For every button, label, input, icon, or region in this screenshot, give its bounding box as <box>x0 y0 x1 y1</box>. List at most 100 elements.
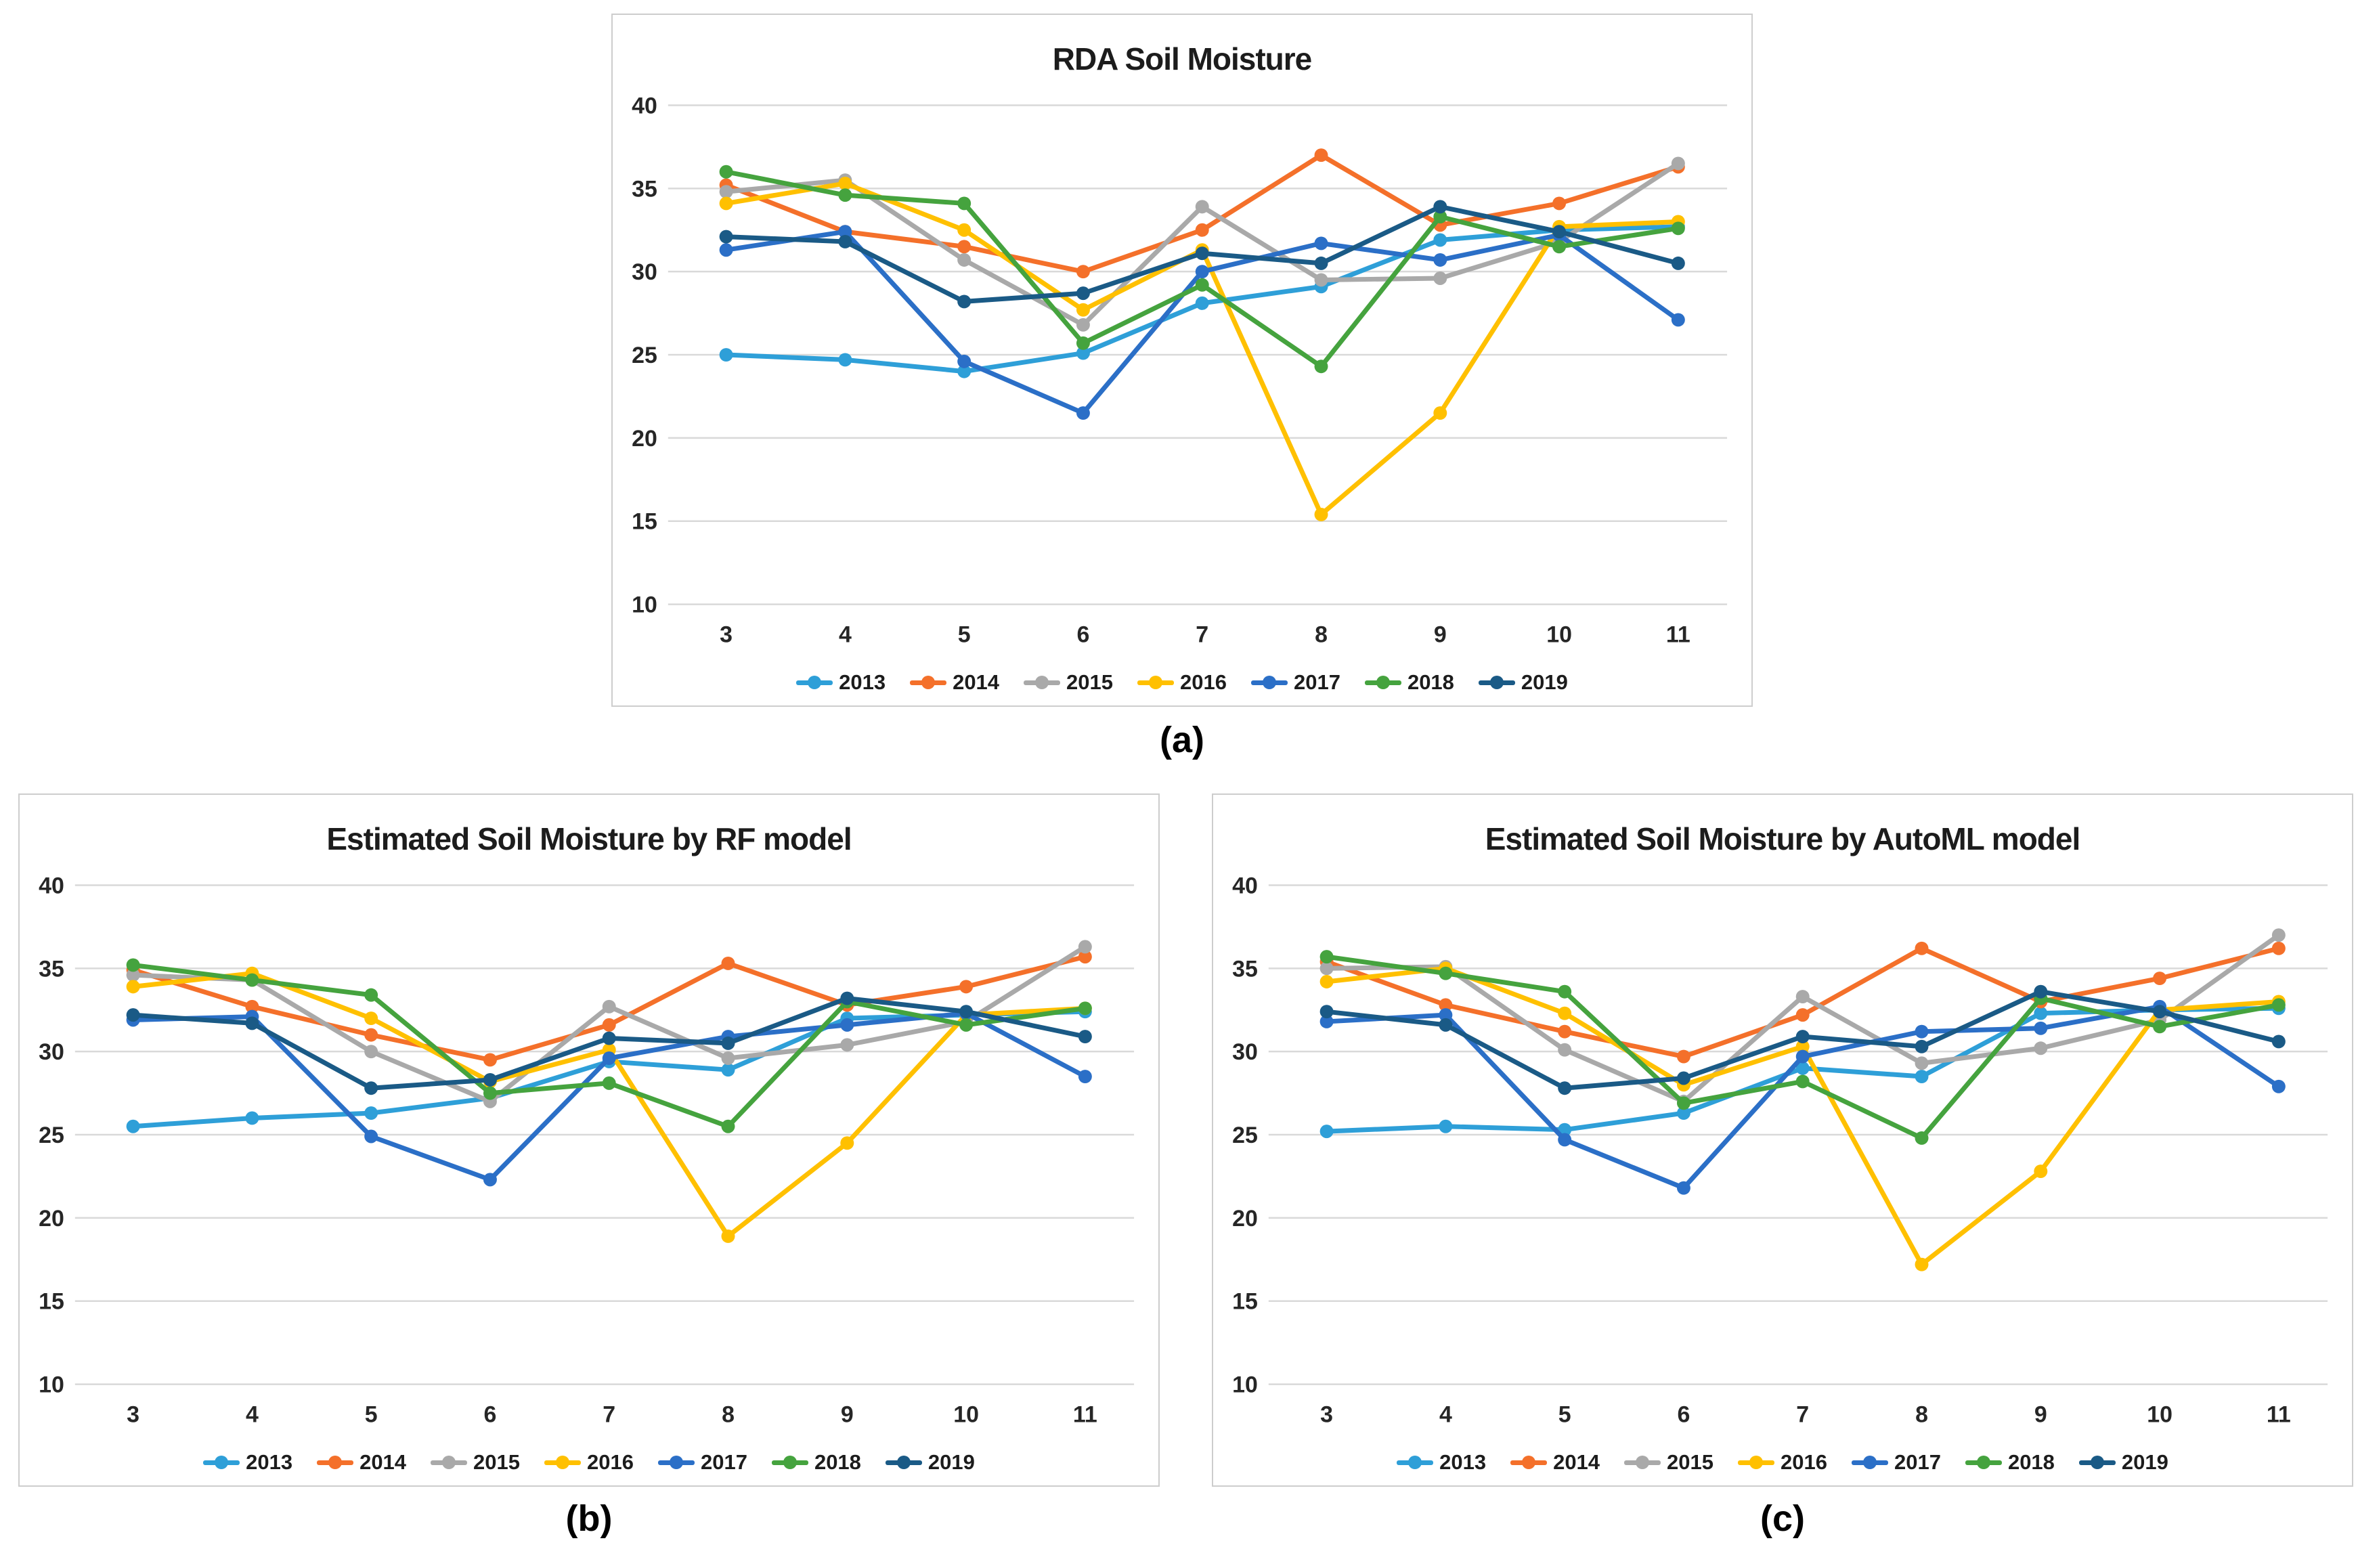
data-point-2014 <box>1795 1008 1810 1022</box>
y-axis-tick-label: 35 <box>39 956 64 982</box>
x-axis-tick-label: 8 <box>1915 1401 1928 1427</box>
data-point-2015 <box>2034 1041 2048 1055</box>
caption-c: (c) <box>1760 1498 1805 1539</box>
legend-item-2019: 2019 <box>1478 670 1568 695</box>
legend-item-2016: 2016 <box>1738 1450 1827 1475</box>
data-point-2015 <box>840 1038 854 1052</box>
y-axis-tick-label: 25 <box>632 343 657 368</box>
data-point-2013 <box>1915 1070 1929 1083</box>
legend-item-2013: 2013 <box>1397 1450 1486 1475</box>
legend-marker-icon <box>771 1456 808 1469</box>
data-point-2017 <box>1076 406 1090 420</box>
x-axis-tick-label: 9 <box>1434 622 1447 647</box>
legend-item-2017: 2017 <box>1250 670 1340 695</box>
data-point-2015 <box>1433 271 1447 285</box>
data-point-2015 <box>1076 318 1090 332</box>
data-point-2014 <box>1552 196 1567 211</box>
y-axis-tick-label: 10 <box>1232 1372 1258 1398</box>
x-axis-tick-label: 4 <box>1439 1401 1452 1427</box>
data-point-2019 <box>364 1081 378 1095</box>
plot-area: 40 35 30 25 20 15 10 3 4 5 6 7 8 9 10 11 <box>1232 873 2328 1427</box>
legend-label: 2018 <box>814 1450 861 1474</box>
legend-label: 2016 <box>1781 1450 1827 1474</box>
x-axis-tick-label: 9 <box>2034 1401 2047 1427</box>
x-axis-tick-label: 6 <box>484 1401 497 1427</box>
data-point-2014 <box>602 1018 616 1032</box>
data-point-2015 <box>602 999 616 1014</box>
data-point-2018 <box>1915 1131 1929 1145</box>
data-point-2017 <box>1439 1008 1453 1022</box>
data-point-2019 <box>1076 286 1090 301</box>
x-axis-tick-label: 5 <box>958 622 971 647</box>
data-point-2017 <box>483 1173 497 1187</box>
data-point-2014 <box>957 240 971 254</box>
data-point-2016 <box>1915 1257 1929 1271</box>
x-axis-tick-label: 10 <box>1546 622 1572 647</box>
data-point-2018 <box>1552 240 1567 254</box>
data-point-2017 <box>2271 1079 2286 1093</box>
y-axis-tick-label: 15 <box>39 1289 64 1315</box>
data-point-2017 <box>1671 313 1685 327</box>
data-point-2017 <box>1314 236 1328 251</box>
data-point-2014 <box>2153 972 2167 986</box>
chart-rda-soil-moisture: 40 35 30 25 20 15 10 3 4 5 6 7 8 9 10 11 RDA Soil Moist… <box>611 14 1753 707</box>
legend-item-2018: 2018 <box>771 1450 861 1475</box>
data-point-2015 <box>1078 940 1092 954</box>
legend-label: 2018 <box>2007 1450 2055 1474</box>
data-point-2018 <box>1195 278 1209 292</box>
x-axis-tick-label: 3 <box>1320 1401 1333 1427</box>
data-point-2017 <box>1558 1133 1572 1147</box>
data-point-2014 <box>1676 1049 1690 1064</box>
data-point-2018 <box>364 988 378 1002</box>
data-point-2018 <box>602 1076 616 1090</box>
data-point-2018 <box>1319 950 1334 964</box>
data-point-2015 <box>1558 1043 1572 1057</box>
legend-label: 2014 <box>359 1450 407 1474</box>
data-point-2013 <box>1195 296 1209 310</box>
legend-marker-icon <box>544 1456 582 1469</box>
data-point-2019 <box>1439 1018 1453 1032</box>
data-point-2019 <box>1552 225 1567 239</box>
data-point-2014 <box>959 980 974 994</box>
data-point-2014 <box>1078 950 1092 964</box>
data-point-2019 <box>1195 246 1209 261</box>
data-point-2015 <box>1195 200 1209 214</box>
data-point-2013 <box>1795 1061 1810 1075</box>
x-axis-tick-label: 5 <box>1558 1401 1571 1427</box>
x-axis-tick-label: 7 <box>1796 1401 1809 1427</box>
legend-marker-icon <box>1397 1456 1434 1469</box>
x-axis-tick-label: 3 <box>127 1401 139 1427</box>
x-axis-tick-label: 5 <box>365 1401 378 1427</box>
data-point-2013 <box>1439 1119 1453 1133</box>
data-point-2014 <box>1915 941 1929 955</box>
y-axis-tick-label: 40 <box>1232 873 1258 898</box>
chart-title: Estimated Soil Moisture by AutoML model <box>1485 821 2081 856</box>
legend-item-2013: 2013 <box>796 670 886 695</box>
x-axis-tick-label: 6 <box>1678 1401 1690 1427</box>
y-axis-tick-label: 10 <box>632 592 657 618</box>
y-axis-tick-label: 40 <box>632 93 657 118</box>
legend-marker-icon <box>1364 676 1401 689</box>
data-point-2019 <box>957 295 971 309</box>
legend-item-2014: 2014 <box>1510 1450 1600 1475</box>
legend-item-2016: 2016 <box>544 1450 634 1475</box>
legend-label: 2013 <box>246 1450 293 1474</box>
legend-label: 2015 <box>1066 670 1114 694</box>
data-point-2014 <box>1314 148 1328 162</box>
data-point-2018 <box>1439 966 1453 980</box>
data-point-2017 <box>1795 1049 1810 1064</box>
data-point-2018 <box>1795 1074 1810 1089</box>
data-point-2013 <box>1433 233 1447 247</box>
legend-label: 2017 <box>1293 670 1340 694</box>
legend-marker-icon <box>1510 1456 1548 1469</box>
data-point-2016 <box>1795 1039 1810 1053</box>
legend-marker-icon <box>1137 676 1175 689</box>
data-point-2014 <box>1195 223 1209 237</box>
data-point-2013 <box>126 1119 140 1133</box>
legend-item-2017: 2017 <box>657 1450 747 1475</box>
data-point-2019 <box>483 1072 497 1087</box>
data-point-2015 <box>719 185 733 199</box>
data-point-2018 <box>838 188 852 202</box>
data-point-2013 <box>957 364 971 378</box>
